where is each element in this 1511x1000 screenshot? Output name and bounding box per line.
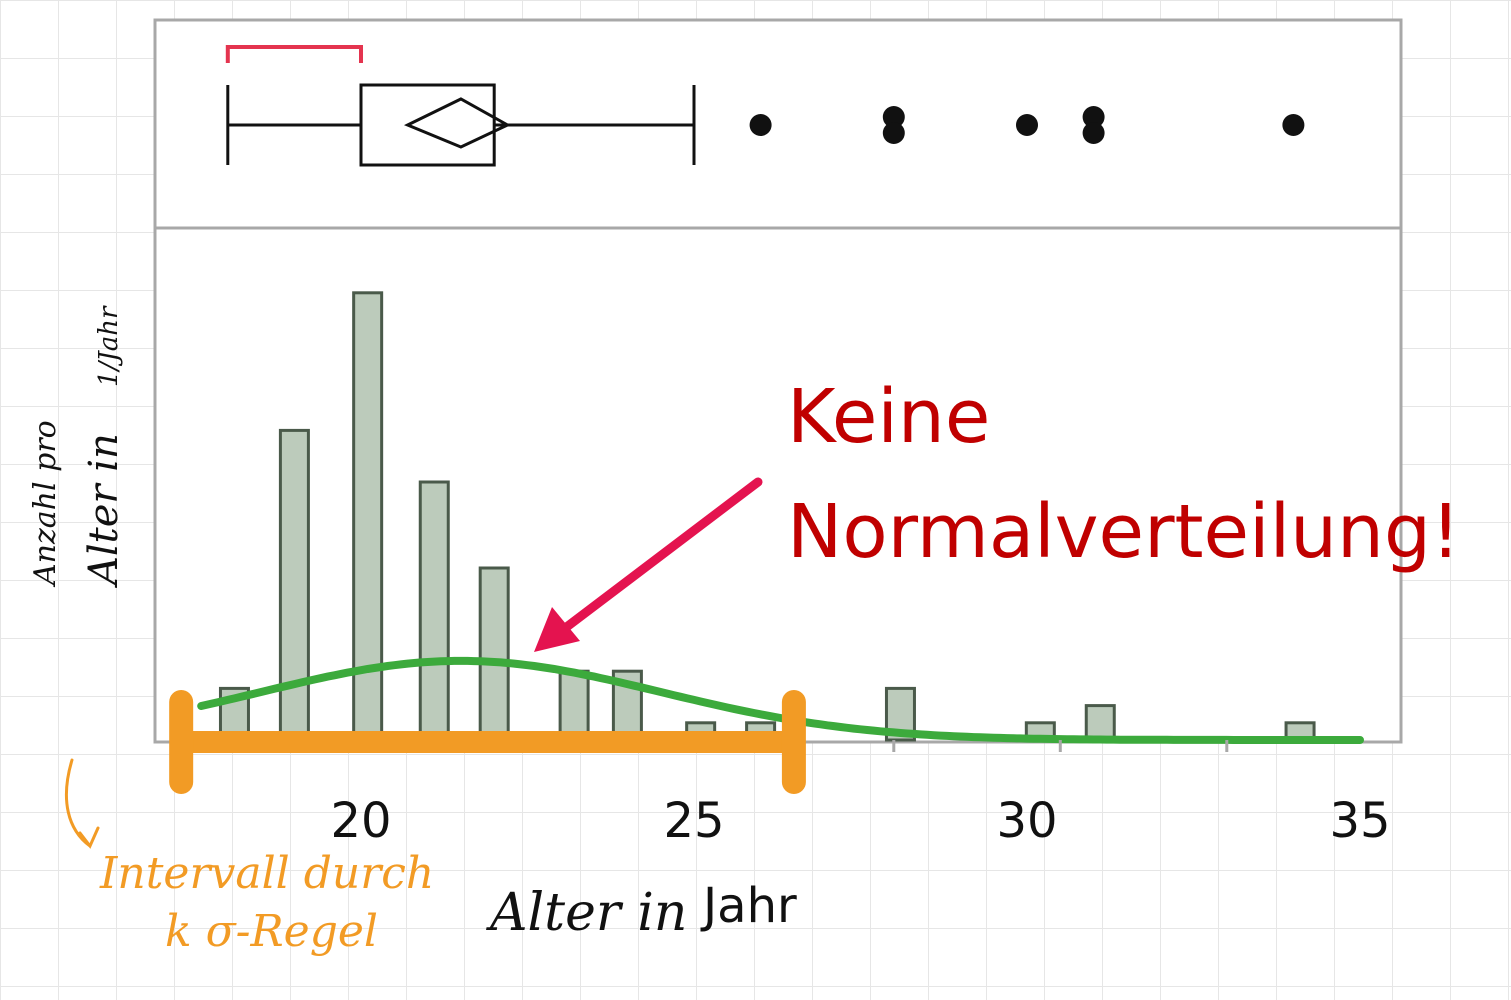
x-tick-label: 20	[330, 793, 391, 849]
boxplot	[225, 45, 1305, 167]
histogram-bar	[418, 480, 450, 742]
outlier-point	[882, 106, 905, 128]
y-axis-label: Anzahl pro Alter in 1/Jahr	[28, 305, 127, 589]
interval-pointer-arrow	[65, 758, 100, 849]
callout-line-1: Keine	[787, 374, 990, 460]
x-axis: 20 25 30 35	[226, 740, 1391, 849]
x-label-handwritten: Alter in	[486, 883, 687, 943]
y-label-line-2: Alter in	[81, 433, 127, 589]
histogram-bar	[558, 669, 590, 742]
mean-diamond	[403, 97, 511, 149]
x-label-printed: Jahr	[700, 878, 797, 934]
histogram-bar	[278, 428, 310, 742]
shortest-half-bracket	[225, 45, 363, 63]
interval-note-line-1: Intervall durch	[99, 848, 434, 899]
outlier-point	[882, 122, 905, 144]
callout-arrow	[534, 477, 763, 652]
histogram-bar	[1084, 704, 1116, 742]
histogram-bar	[478, 566, 510, 742]
outlier-point	[1082, 122, 1105, 144]
outlier-point	[1016, 114, 1038, 136]
interval-note-line-2: k σ-Regel	[165, 906, 378, 957]
x-tick-label: 30	[996, 793, 1057, 849]
y-label-line-1: Anzahl pro	[28, 420, 63, 588]
y-label-unit: 1/Jahr	[94, 305, 124, 387]
box-iqr	[359, 83, 496, 167]
x-tick-label: 25	[663, 793, 724, 849]
sigma-interval	[169, 690, 806, 794]
normal-curve	[197, 656, 1364, 744]
outlier-point	[749, 114, 772, 136]
x-tick-label: 35	[1329, 793, 1390, 849]
outlier-point	[1282, 114, 1305, 136]
outlier-point	[1082, 106, 1105, 128]
histogram-panel	[153, 226, 1403, 744]
callout-line-2: Normalverteilung!	[787, 489, 1461, 575]
